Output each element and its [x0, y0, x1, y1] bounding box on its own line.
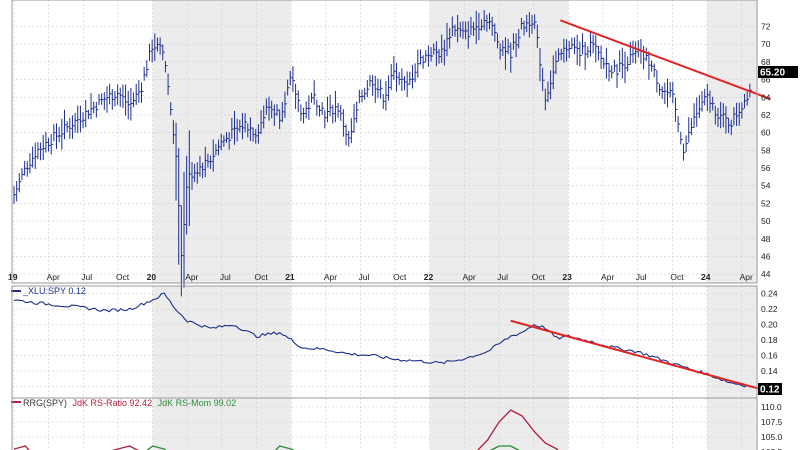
- x-tick-label: 24: [701, 272, 711, 282]
- price-last-value-label: 65.20: [760, 68, 785, 79]
- y-tick-label: 0.16: [761, 351, 778, 361]
- rrg-legend-swatch: [11, 401, 21, 403]
- ratio-last-value-badge: [758, 383, 782, 395]
- x-tick-label: 23: [562, 272, 572, 282]
- rrg-y-axis: 102.5 105.0 107.5 110.0: [761, 402, 783, 450]
- year-band: [707, 286, 757, 398]
- y-tick-label: 44: [761, 269, 771, 279]
- year-band: [707, 0, 757, 283]
- x-tick-label: Jul: [636, 272, 647, 282]
- ratio-line: [13, 292, 751, 388]
- x-tick-label: Oct: [255, 272, 269, 282]
- y-tick-label: 46: [761, 251, 771, 261]
- x-tick-label: 19: [8, 272, 18, 282]
- rrg-legend: RRG(SPY) JdK RS-Ratio 92.42 JdK RS-Mom 9…: [23, 398, 236, 408]
- rrg-legend-prefix: RRG(SPY): [23, 398, 67, 408]
- y-tick-label: 0.20: [761, 320, 778, 330]
- x-tick-label: 20: [147, 272, 157, 282]
- x-tick-label: Oct: [532, 272, 546, 282]
- y-tick-label: 68: [761, 57, 771, 67]
- x-tick-label: Oct: [116, 272, 130, 282]
- ratio-trendline: [510, 319, 771, 393]
- x-tick-label: Apr: [185, 272, 198, 282]
- rrg-legend-ratio: JdK RS-Ratio 92.42: [73, 398, 153, 408]
- x-tick-label: Apr: [324, 272, 337, 282]
- x-tick-label: 22: [424, 272, 434, 282]
- x-tick-label: Oct: [393, 272, 407, 282]
- y-tick-label: 56: [761, 163, 771, 173]
- y-tick-label: 105.0: [761, 432, 783, 442]
- price-x-axis: 19 Apr Jul Oct 20 Apr Jul Oct 21 Apr Jul Oct 22 Apr Ju…: [8, 272, 753, 282]
- y-tick-label: 0.22: [761, 304, 778, 314]
- ratio-legend-swatch: [11, 290, 21, 292]
- ratio-trendlines: [510, 319, 771, 393]
- x-tick-label: Jul: [220, 272, 231, 282]
- y-tick-label: 58: [761, 145, 771, 155]
- ratio-series-line: [13, 292, 751, 388]
- x-tick-label: Apr: [740, 272, 753, 282]
- x-tick-label: Jul: [497, 272, 508, 282]
- ratio-last-value-label: 0.12: [760, 385, 780, 396]
- x-tick-label: Apr: [47, 272, 60, 282]
- price-frame: [11, 0, 758, 284]
- price-panel: 44 46 48 50 52 54 56 58 60 62 64 66 68 70 72 65.20 19 A…: [8, 10, 798, 297]
- grid-layer: [12, 0, 757, 450]
- price-trendlines: [559, 19, 771, 100]
- y-tick-label: 66: [761, 75, 771, 85]
- year-band: [707, 398, 757, 450]
- y-tick-label: 102.5: [761, 447, 783, 450]
- y-tick-label: 110.0: [761, 402, 782, 412]
- y-tick-label: 62: [761, 110, 771, 120]
- y-tick-label: 48: [761, 234, 771, 244]
- price-bars: [13, 10, 752, 297]
- x-tick-label: Jul: [81, 272, 92, 282]
- ratio-panel: _XLU:SPY 0.12 0.12 0.14 0.16 0.18 0.20 0.22 0.…: [11, 286, 782, 396]
- band-layer: [152, 0, 757, 450]
- y-tick-label: 50: [761, 216, 771, 226]
- y-tick-label: 52: [761, 198, 771, 208]
- panel-frames: [11, 0, 758, 450]
- ratio-legend: _XLU:SPY 0.12: [22, 286, 86, 296]
- y-tick-label: 60: [761, 128, 771, 138]
- y-tick-label: 70: [761, 39, 771, 49]
- x-tick-label: Oct: [670, 272, 684, 282]
- ratio-y-axis: 0.120.140.160.180.200.220.24: [761, 289, 778, 392]
- price-y-axis: 44 46 48 50 52 54 56 58 60 62 64 66 68 70 72: [761, 22, 771, 280]
- y-tick-label: 0.24: [761, 289, 778, 299]
- price-last-value-badge: [758, 66, 798, 78]
- ratio-frame: [11, 285, 758, 399]
- y-tick-label: 107.5: [761, 417, 783, 427]
- x-tick-label: Apr: [601, 272, 614, 282]
- price-trendline: [559, 19, 771, 100]
- x-tick-label: Apr: [462, 272, 475, 282]
- rrg-frame: [11, 397, 758, 450]
- y-tick-label: 72: [761, 22, 771, 32]
- rrg-legend-mom: JdK RS-Mom 99.02: [158, 398, 237, 408]
- y-tick-label: 0.14: [761, 366, 778, 376]
- x-tick-label: 21: [285, 272, 295, 282]
- x-tick-label: Jul: [359, 272, 370, 282]
- y-tick-label: 54: [761, 181, 771, 191]
- y-tick-label: 64: [761, 92, 771, 102]
- y-tick-label: 0.18: [761, 335, 778, 345]
- rrg-panel: RRG(SPY) JdK RS-Ratio 92.42 JdK RS-Mom 9…: [11, 398, 783, 450]
